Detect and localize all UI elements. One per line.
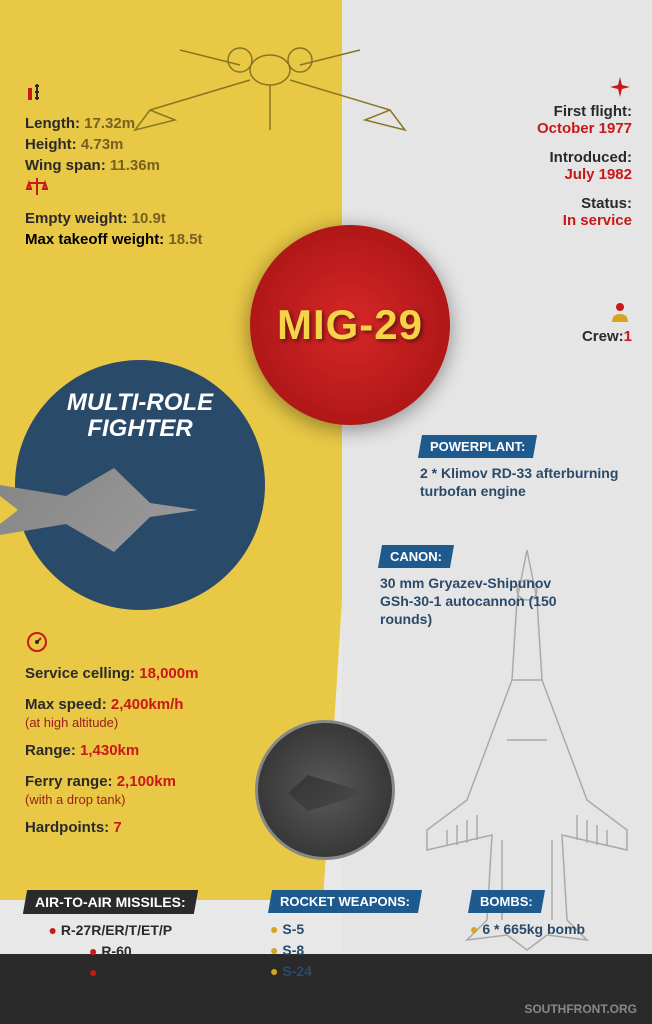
person-icon	[608, 300, 632, 324]
ceiling-value: 18,000m	[139, 665, 198, 682]
max-speed-value: 2,400km/h	[111, 696, 184, 713]
missiles-header: AIR-TO-AIR MISSILES:	[35, 894, 186, 910]
status-value: In service	[537, 212, 632, 229]
status-label: Status:	[537, 195, 632, 212]
crew-label: Crew:	[582, 328, 624, 345]
missile-item-2: R-73	[25, 962, 196, 983]
rocket-item-2: S-24	[270, 961, 420, 982]
canon-value: 30 mm Gryazev-Shipunov GSh-30-1 autocann…	[380, 574, 580, 629]
length-label: Length:	[25, 115, 80, 132]
bombs-header: BOMBS:	[480, 894, 533, 909]
footer-credit: SOUTHFRONT.ORG	[524, 1002, 637, 1016]
dimensions-block: Length: 17.32m Height: 4.73m Wing span: …	[25, 80, 160, 176]
range-value: 1,430km	[80, 742, 139, 759]
powerplant-value: 2 * Klimov RD-33 afterburning turbofan e…	[420, 464, 630, 500]
weights-block: Empty weight: 10.9t Max takeoff weight: …	[25, 175, 203, 250]
first-flight-value: October 1977	[537, 120, 632, 137]
bomb-item-0: 6 * 665kg bomb	[470, 919, 585, 940]
title-circle: MIG-29	[250, 225, 450, 425]
missile-item-0: R-27R/ER/T/ET/P	[25, 920, 196, 941]
subtitle-text: MULTI-ROLE FIGHTER	[15, 390, 265, 443]
rocket-item-1: S-8	[270, 940, 420, 961]
ceiling-label: Service celling:	[25, 665, 135, 682]
powerplant-block: POWERPLANT: 2 * Klimov RD-33 afterburnin…	[420, 435, 630, 500]
subtitle-circle: MULTI-ROLE FIGHTER	[15, 360, 265, 610]
max-speed-label: Max speed:	[25, 696, 107, 713]
rockets-block: ROCKET WEAPONS: S-5 S-8 S-24	[270, 890, 420, 982]
wingspan-label: Wing span:	[25, 157, 106, 174]
rockets-header: ROCKET WEAPONS:	[280, 894, 410, 909]
canon-block: CANON: 30 mm Gryazev-Shipunov GSh-30-1 a…	[380, 545, 580, 629]
range-label: Range:	[25, 742, 76, 759]
length-value: 17.32m	[84, 115, 135, 132]
gauge-icon	[25, 630, 49, 654]
introduced-value: July 1982	[537, 166, 632, 183]
rocket-item-0: S-5	[270, 919, 420, 940]
hardpoints-label: Hardpoints:	[25, 819, 109, 836]
max-takeoff-value: 18.5t	[168, 231, 202, 248]
canon-header: CANON:	[390, 549, 442, 564]
hardpoints-value: 7	[113, 819, 121, 836]
ruler-icon	[25, 80, 49, 104]
plane-icon	[608, 75, 632, 99]
max-speed-note: (at high altitude)	[25, 715, 198, 730]
first-flight-label: First flight:	[537, 103, 632, 120]
jet-front-outline	[130, 10, 410, 170]
crew-block: Crew:1	[582, 300, 632, 346]
ferry-range-label: Ferry range:	[25, 773, 113, 790]
wingspan-value: 11.36m	[110, 157, 160, 174]
title-text: MIG-29	[277, 301, 423, 349]
timeline-block: First flight: October 1977 Introduced: J…	[537, 75, 632, 229]
performance-block: Service celling: 18,000m Max speed: 2,40…	[25, 630, 198, 838]
max-takeoff-label: Max takeoff weight:	[25, 231, 164, 248]
powerplant-header: POWERPLANT:	[430, 439, 525, 454]
aircraft-photo-small	[255, 720, 395, 860]
empty-weight-value: 10.9t	[132, 210, 166, 227]
height-label: Height:	[25, 136, 77, 153]
bombs-block: BOMBS: 6 * 665kg bomb	[470, 890, 585, 940]
crew-value: 1	[624, 328, 632, 345]
height-value: 4.73m	[81, 136, 124, 153]
empty-weight-label: Empty weight:	[25, 210, 128, 227]
missiles-block: AIR-TO-AIR MISSILES: R-27R/ER/T/ET/P R-6…	[25, 890, 196, 983]
infographic-container: Length: 17.32m Height: 4.73m Wing span: …	[0, 0, 652, 1024]
ferry-range-value: 2,100km	[117, 773, 176, 790]
introduced-label: Introduced:	[537, 149, 632, 166]
ferry-range-note: (with a drop tank)	[25, 792, 198, 807]
missile-item-1: R-60	[25, 941, 196, 962]
scale-icon	[25, 175, 49, 199]
